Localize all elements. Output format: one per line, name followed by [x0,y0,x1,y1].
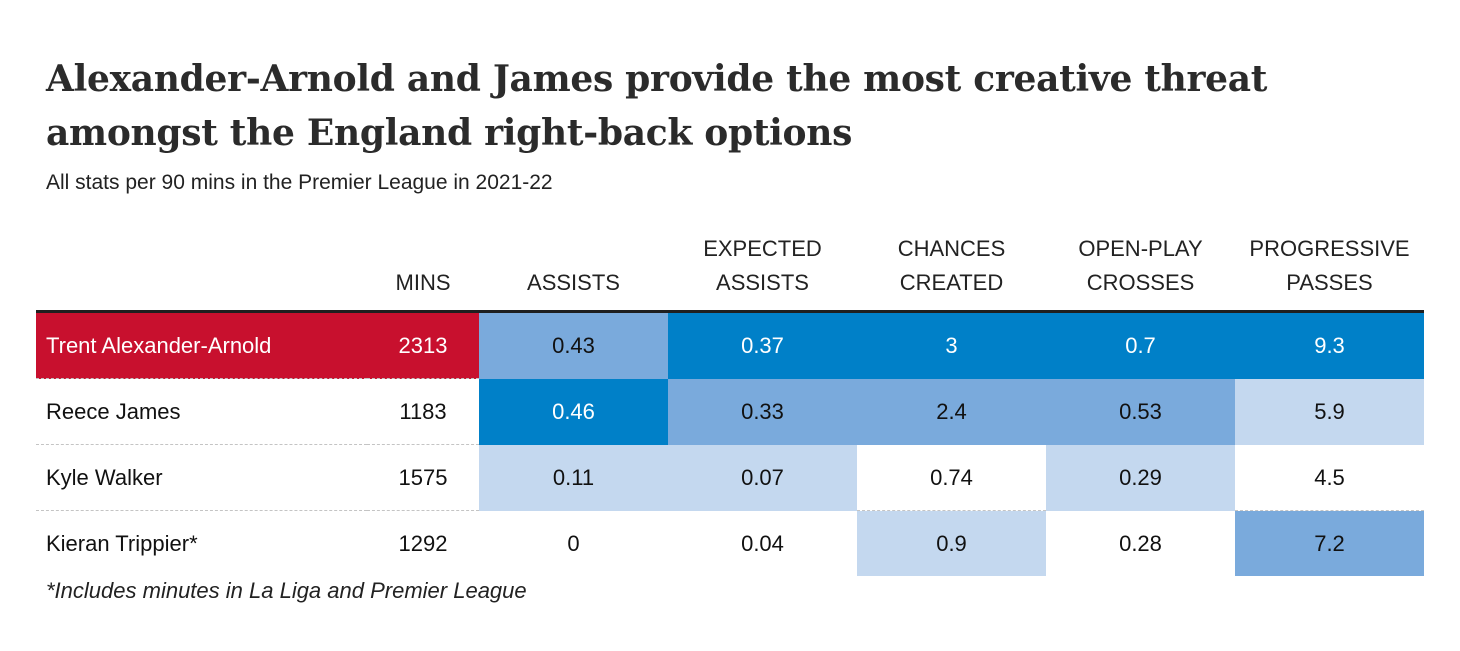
stat-cell-chances: 2.4 [857,378,1046,445]
column-header-mins: MINS [367,222,479,313]
column-header-text: CROSSES [1086,270,1195,295]
mins-cell: 1292 [398,530,448,556]
mins-cell: 2313 [367,311,479,379]
stat-cell-crosses: 0.53 [1046,378,1235,445]
table-header-row: MINS ASSISTS EXPECTED ASSISTS CHANCES CREATED… [36,222,1424,313]
stat-cell-progressive: 7.2 [1235,510,1424,576]
column-header-xa: EXPECTED ASSISTS [668,222,857,313]
player-name-cell: Kieran Trippier* [46,530,198,556]
stats-table: MINS ASSISTS EXPECTED ASSISTS CHANCES CREATED… [36,222,1424,576]
stat-cell-chances: 0.74 [857,444,1046,511]
column-header-progressive: PROGRESSIVE PASSES [1235,222,1424,313]
column-header-text: ASSISTS [716,270,809,295]
stat-cell-assists: 0 [479,510,668,576]
chart-title: Alexander-Arnold and James provide the m… [46,58,1268,154]
column-header-text: PASSES [1286,270,1373,295]
stat-cell-xa: 0.07 [668,444,857,511]
stat-cell-xa: 0.37 [668,311,857,379]
column-header-name [36,222,367,313]
stat-cell-chances: 3 [857,311,1046,379]
chart-subtitle: All stats per 90 mins in the Premier Lea… [46,171,553,194]
player-name-cell: Trent Alexander-Arnold [36,311,367,379]
column-header-text: ASSISTS [527,270,620,295]
table-row: Trent Alexander-Arnold 2313 0.43 0.37 3 0.7 9.… [36,311,1424,379]
stat-cell-xa: 0.33 [668,378,857,445]
column-header-assists: ASSISTS [479,222,668,313]
column-header-text: MINS [395,270,451,295]
player-name-cell: Reece James [36,378,367,445]
column-header-crosses: OPEN-PLAY CROSSES [1046,222,1235,313]
mins-cell: 1575 [367,444,479,511]
stats-table-wrapper: MINS ASSISTS EXPECTED ASSISTS CHANCES CREATED… [36,222,1424,576]
column-header-text: CREATED [899,270,1004,295]
stat-cell-progressive: 4.5 [1235,444,1424,511]
column-header-text: OPEN-PLAY [1078,236,1203,261]
stat-cell-progressive: 9.3 [1235,311,1424,379]
stat-cell-crosses: 0.29 [1046,444,1235,511]
column-header-chances: CHANCES CREATED [857,222,1046,313]
player-name-cell: Kyle Walker [36,444,367,511]
table-row: Reece James 1183 0.46 0.33 2.4 0.53 5.9 [36,378,1424,445]
stat-cell-assists: 0.43 [479,311,668,379]
table-row: Kieran Trippier* 1292 0 0.04 0.9 0.28 7.2 [36,510,1424,576]
stat-cell-chances: 0.9 [857,510,1046,576]
stat-cell-progressive: 5.9 [1235,378,1424,445]
stat-cell-assists: 0.46 [479,378,668,445]
table-row: Kyle Walker 1575 0.11 0.07 0.74 0.29 4.5 [36,444,1424,511]
stat-cell-assists: 0.11 [479,444,668,511]
footnote: *Includes minutes in La Liga and Premier… [46,578,527,603]
column-header-text: PROGRESSIVE [1249,236,1410,261]
table-body: Trent Alexander-Arnold 2313 0.43 0.37 3 0.7 9.… [36,311,1424,576]
stat-cell-crosses: 0.28 [1046,510,1235,576]
stat-cell-xa: 0.04 [668,510,857,576]
stat-cell-crosses: 0.7 [1046,311,1235,379]
column-header-text: CHANCES [897,236,1006,261]
column-header-text: EXPECTED [703,236,822,261]
mins-cell: 1183 [367,378,479,445]
